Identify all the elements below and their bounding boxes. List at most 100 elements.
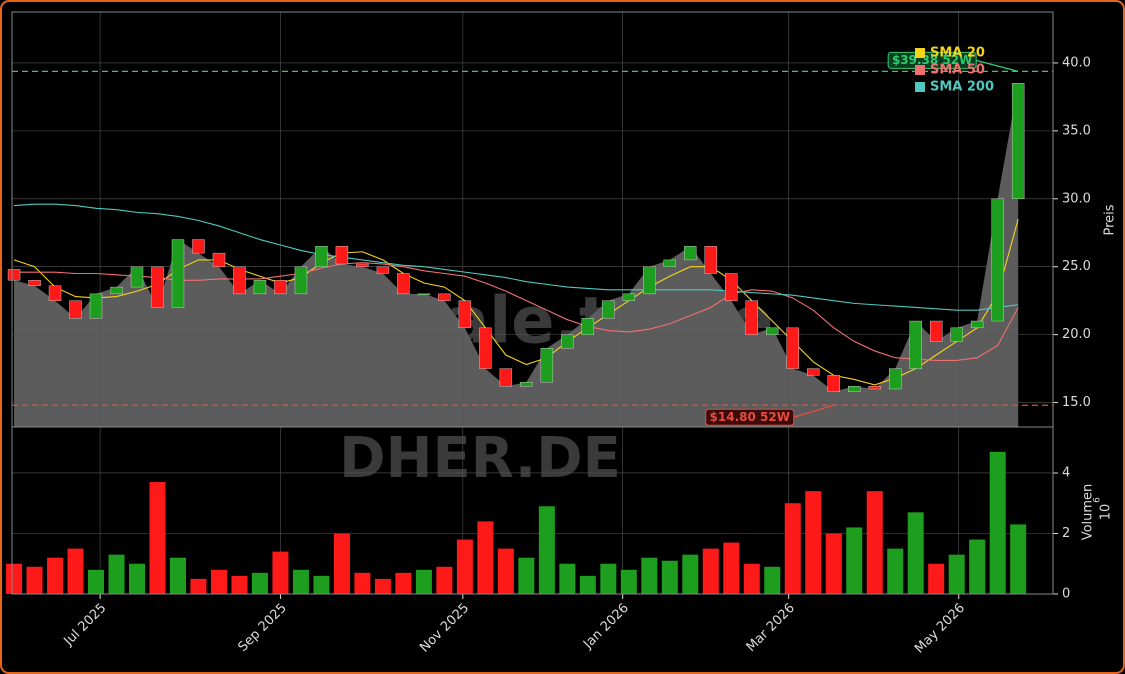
volume-bar: [764, 566, 781, 594]
volume-bar: [579, 575, 596, 594]
volume-panel-border: [11, 426, 1054, 595]
candle: [458, 300, 472, 329]
candle: [89, 293, 103, 319]
volume-bar: [149, 482, 166, 594]
annotation-arrow: [793, 404, 834, 418]
candle: [253, 280, 267, 295]
candle: [725, 273, 738, 301]
candle: [479, 327, 492, 369]
volume-bar: [641, 557, 658, 594]
volume-bar: [190, 578, 207, 594]
volume-tick-label: 0: [1062, 587, 1070, 602]
candle: [602, 300, 615, 319]
candle: [663, 259, 676, 267]
plot: forexsignale.tradeDHER.DE15.020.025.030.…: [6, 11, 1091, 657]
legend-label: SMA 20: [930, 46, 985, 61]
candle: [807, 368, 820, 376]
candle: [110, 286, 123, 295]
volume-bar: [497, 548, 514, 594]
candle: [929, 320, 943, 342]
candle: [233, 266, 246, 295]
candle: [889, 368, 902, 390]
candle: [766, 327, 779, 335]
volume-tick-label: 2: [1062, 526, 1070, 541]
candle: [48, 285, 62, 301]
volume-bar: [333, 533, 350, 594]
candle: [171, 239, 185, 308]
annotation-arrow: [975, 59, 1019, 72]
y-tick-label: 40.0: [1062, 55, 1091, 70]
volume-bar: [948, 554, 965, 594]
candle: [827, 375, 840, 392]
y-tick-label: 30.0: [1062, 191, 1091, 206]
candle: [643, 266, 656, 295]
volume-bar: [169, 557, 186, 594]
volume-bar: [866, 491, 883, 594]
candle: [684, 246, 697, 261]
candle: [745, 300, 758, 335]
candle: [704, 246, 717, 274]
legend-label: SMA 50: [930, 63, 985, 78]
candle: [848, 386, 861, 392]
volume-bar: [969, 539, 986, 594]
candle: [315, 246, 328, 267]
candle: [1011, 83, 1025, 199]
volume-bar: [1010, 524, 1027, 594]
candle: [151, 266, 164, 308]
candle: [294, 266, 308, 295]
candle: [786, 327, 799, 369]
candle: [69, 300, 82, 319]
candle: [192, 239, 205, 254]
volume-bar: [395, 572, 412, 594]
volume-bar: [6, 563, 23, 594]
volume-bar: [292, 569, 309, 594]
legend-swatch: [915, 82, 925, 92]
volume-bar: [825, 533, 842, 594]
volume-tick-label: 4: [1062, 465, 1070, 480]
candle: [212, 252, 226, 267]
candle: [274, 280, 287, 295]
volume-bar: [702, 548, 719, 594]
y-tick-label: 15.0: [1062, 395, 1091, 410]
volume-bar: [723, 542, 740, 594]
candle: [868, 386, 881, 390]
y-tick-label: 25.0: [1062, 259, 1091, 274]
volume-bar: [456, 539, 473, 594]
volume-axis-label: Volumen: [1081, 484, 1096, 541]
candle: [130, 266, 144, 288]
volume-bar: [784, 503, 801, 594]
candle: [397, 273, 410, 295]
candle: [376, 266, 390, 274]
price-area: [14, 83, 1019, 428]
volume-bar: [313, 575, 330, 594]
candle: [520, 381, 533, 387]
volume-bar: [661, 560, 678, 594]
candle: [950, 327, 963, 342]
candle: [909, 320, 922, 369]
volume-bar: [518, 557, 535, 594]
volume-multiplier-exp: 6: [1093, 497, 1103, 503]
volume-bar: [928, 563, 945, 594]
volume-bar: [210, 569, 227, 594]
volume-bar: [989, 451, 1006, 594]
volume-bar: [374, 578, 391, 594]
candle: [540, 348, 554, 383]
watermark: DHER.DE: [339, 426, 621, 491]
volume-bar: [67, 548, 84, 594]
volume-bar: [682, 554, 699, 594]
annotation-label: $39.38 52W: [892, 53, 972, 67]
candle: [991, 198, 1004, 322]
candle: [970, 320, 984, 329]
y-axis-label: Preis: [1103, 204, 1118, 235]
volume-bar: [231, 575, 248, 594]
candle: [499, 368, 513, 387]
volume-bar: [354, 572, 371, 594]
volume-bar: [477, 521, 494, 594]
volume-bar: [251, 572, 268, 594]
y-tick-label: 35.0: [1062, 123, 1091, 138]
volume-bar: [129, 563, 146, 594]
candle: [622, 293, 636, 301]
candle: [356, 263, 369, 267]
volume-bar: [88, 569, 105, 594]
